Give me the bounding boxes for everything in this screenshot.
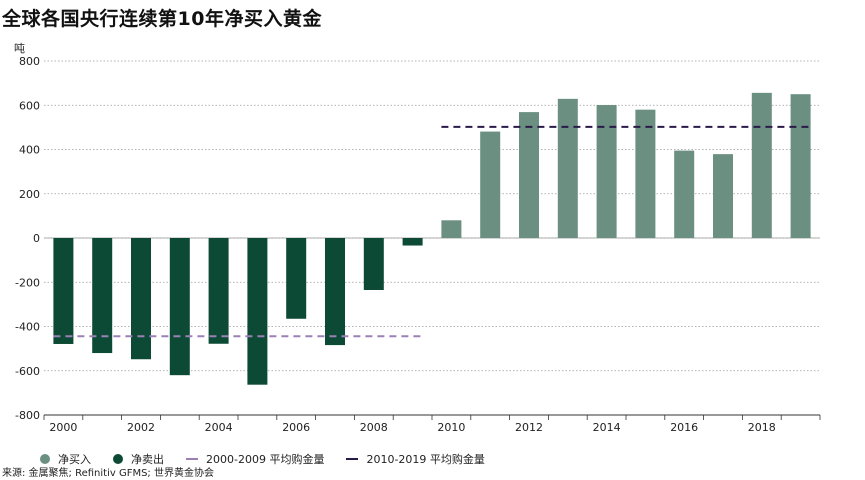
legend-item-avg-2010-2019: 2010-2019 平均购金量: [346, 451, 485, 467]
bar-2017: [713, 154, 733, 238]
x-tick-label: 2018: [748, 421, 776, 434]
x-tick-label: 2000: [49, 421, 77, 434]
bar-2007: [325, 238, 345, 346]
x-tick-label: 2014: [593, 421, 621, 434]
y-tick-label: -400: [15, 321, 40, 334]
y-tick-label: 200: [19, 188, 40, 201]
legend-item-avg-2000-2009: 2000-2009 平均购金量: [186, 451, 324, 467]
y-unit-label: 吨: [14, 42, 25, 55]
y-tick-label: 0: [33, 232, 40, 245]
y-tick-label: -800: [15, 409, 40, 422]
legend-label-avg-2000-2009: 2000-2009 平均购金量: [206, 453, 325, 466]
x-tick-label: 2010: [437, 421, 465, 434]
x-tick-label: 2008: [360, 421, 388, 434]
bar-2014: [596, 105, 617, 238]
bar-2016: [674, 150, 695, 238]
x-tick-label: 2012: [515, 421, 543, 434]
net-sell-swatch: [113, 454, 123, 464]
avg-2010-2019-swatch: [346, 458, 359, 460]
bar-2003: [169, 238, 190, 376]
legend-label-avg-2010-2019: 2010-2019 平均购金量: [366, 453, 485, 466]
bar-2015: [635, 109, 656, 238]
bar-2002: [131, 238, 151, 360]
y-tick-label: -600: [15, 365, 40, 378]
bar-2008: [363, 238, 384, 290]
y-tick-label: -200: [15, 276, 40, 289]
bar-2005: [247, 238, 268, 385]
bar-2004: [208, 238, 229, 344]
bar-2013: [557, 98, 578, 239]
bar-2012: [519, 112, 539, 238]
x-tick-label: 2004: [205, 421, 233, 434]
bar-2011: [480, 131, 501, 238]
bar-2010: [441, 220, 462, 238]
chart-legend: 净买入 净卖出 2000-2009 平均购金量 2010-2019 平均购金量: [40, 451, 507, 467]
x-tick-label: 2016: [670, 421, 698, 434]
bar-2009: [402, 238, 423, 246]
legend-item-net-sell: 净卖出: [113, 451, 164, 467]
bar-2006: [286, 238, 307, 319]
y-tick-label: 600: [19, 99, 40, 112]
legend-label-net-sell: 净卖出: [131, 453, 164, 466]
legend-item-net-buy: 净买入: [40, 451, 91, 467]
bar-2018: [751, 92, 772, 238]
bar-2001: [92, 238, 113, 354]
bar-2000: [53, 238, 74, 344]
x-tick-label: 2006: [282, 421, 310, 434]
legend-label-net-buy: 净买入: [58, 453, 91, 466]
bar-2019: [790, 94, 811, 238]
chart-title: 全球各国央行连续第10年净买入黄金: [2, 8, 322, 30]
net-buy-swatch: [40, 454, 50, 464]
source-note: 来源: 金属聚焦; Refinitiv GFMS; 世界黄金协会: [2, 468, 214, 479]
y-tick-label: 400: [19, 144, 40, 157]
avg-2000-2009-swatch: [186, 458, 198, 460]
y-tick-label: 800: [19, 55, 40, 68]
x-tick-label: 2002: [127, 421, 155, 434]
